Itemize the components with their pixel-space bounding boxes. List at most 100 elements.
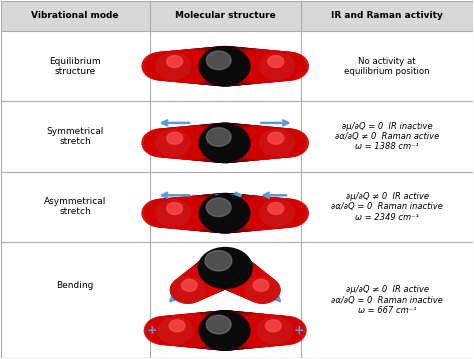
Circle shape <box>257 128 297 158</box>
Circle shape <box>186 312 234 349</box>
Circle shape <box>185 48 234 84</box>
Circle shape <box>180 48 226 84</box>
Circle shape <box>272 199 309 227</box>
Circle shape <box>180 125 226 160</box>
Circle shape <box>199 123 251 163</box>
Circle shape <box>160 127 201 159</box>
Circle shape <box>160 51 201 82</box>
Circle shape <box>189 48 238 85</box>
Circle shape <box>255 316 295 345</box>
Circle shape <box>144 52 181 80</box>
Circle shape <box>187 195 236 232</box>
Circle shape <box>152 199 191 228</box>
Text: No activity at
equilibrium position: No activity at equilibrium position <box>344 56 430 76</box>
Circle shape <box>237 50 281 83</box>
Circle shape <box>207 47 257 85</box>
Circle shape <box>187 125 236 161</box>
Circle shape <box>202 194 253 233</box>
Circle shape <box>201 195 250 232</box>
Circle shape <box>161 315 202 346</box>
Circle shape <box>142 52 178 80</box>
Circle shape <box>234 126 279 160</box>
Circle shape <box>156 128 196 158</box>
Circle shape <box>158 51 199 81</box>
Circle shape <box>224 48 271 84</box>
Circle shape <box>224 264 265 295</box>
Circle shape <box>191 312 241 349</box>
Circle shape <box>173 314 217 347</box>
Circle shape <box>152 128 191 158</box>
Circle shape <box>240 314 283 347</box>
Circle shape <box>229 196 275 230</box>
Circle shape <box>239 50 283 83</box>
Circle shape <box>224 196 271 231</box>
Circle shape <box>195 123 246 162</box>
Circle shape <box>236 271 273 300</box>
Circle shape <box>250 315 291 346</box>
Circle shape <box>232 126 277 160</box>
Circle shape <box>229 126 275 160</box>
Circle shape <box>204 47 255 85</box>
Circle shape <box>216 312 264 349</box>
Circle shape <box>245 277 280 303</box>
Circle shape <box>173 274 210 302</box>
Circle shape <box>154 128 193 158</box>
Circle shape <box>270 317 306 344</box>
Text: +: + <box>146 324 157 337</box>
Circle shape <box>237 197 281 230</box>
Circle shape <box>177 196 224 230</box>
Circle shape <box>252 51 292 81</box>
Circle shape <box>191 47 241 85</box>
Circle shape <box>198 252 245 288</box>
Circle shape <box>238 314 282 347</box>
Circle shape <box>259 128 299 158</box>
Circle shape <box>167 56 182 67</box>
Circle shape <box>168 197 211 230</box>
Circle shape <box>259 51 299 81</box>
Circle shape <box>257 51 297 81</box>
Circle shape <box>165 314 208 346</box>
Circle shape <box>202 47 253 86</box>
Circle shape <box>156 316 195 345</box>
Circle shape <box>148 316 186 345</box>
Circle shape <box>209 194 259 232</box>
Circle shape <box>214 125 263 161</box>
Circle shape <box>269 52 306 80</box>
Circle shape <box>239 126 283 159</box>
Circle shape <box>257 198 297 228</box>
Circle shape <box>206 128 231 146</box>
Circle shape <box>245 277 280 303</box>
Circle shape <box>184 312 232 349</box>
Circle shape <box>260 316 299 345</box>
Circle shape <box>245 50 287 82</box>
Circle shape <box>249 197 291 229</box>
Circle shape <box>253 279 269 291</box>
Circle shape <box>229 267 269 297</box>
Circle shape <box>199 47 251 86</box>
Circle shape <box>214 312 263 349</box>
Circle shape <box>201 312 250 349</box>
Circle shape <box>173 196 219 230</box>
Circle shape <box>164 50 206 82</box>
Circle shape <box>232 196 277 230</box>
Circle shape <box>177 271 215 300</box>
Circle shape <box>199 311 251 350</box>
Circle shape <box>269 199 306 227</box>
Circle shape <box>236 314 280 347</box>
Circle shape <box>219 195 267 231</box>
Circle shape <box>183 48 231 84</box>
Circle shape <box>232 49 277 83</box>
Circle shape <box>222 48 269 84</box>
Circle shape <box>223 313 270 348</box>
Circle shape <box>219 312 266 349</box>
Circle shape <box>204 194 255 232</box>
Circle shape <box>154 316 193 345</box>
Circle shape <box>185 264 226 295</box>
Circle shape <box>168 126 211 159</box>
Circle shape <box>168 50 211 83</box>
Circle shape <box>183 265 224 296</box>
Circle shape <box>182 267 222 297</box>
Circle shape <box>249 127 291 159</box>
Circle shape <box>272 52 309 80</box>
Circle shape <box>189 124 238 162</box>
